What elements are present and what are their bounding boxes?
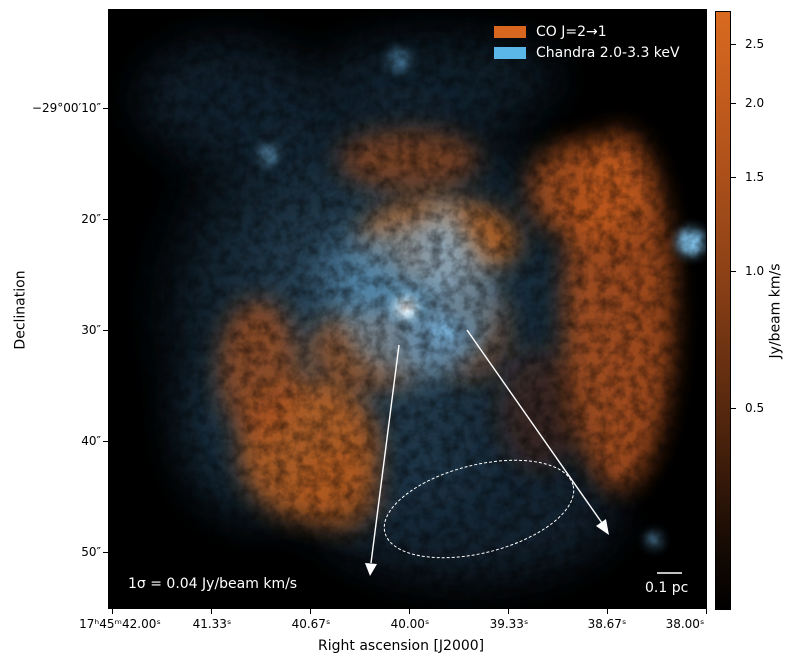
legend-label-chandra: Chandra 2.0-3.3 keV	[536, 45, 680, 61]
colorbar-tick-label-5: 0.5	[745, 401, 765, 415]
arrow-right-head	[596, 519, 609, 535]
colorbar-tick-label-1: 2.5	[745, 37, 765, 51]
legend-item-co: CO J=2→1	[494, 24, 607, 40]
colorbar-title: Jy/beam km/s	[767, 263, 784, 359]
arrow-left-head	[365, 563, 377, 576]
arrow-left	[370, 344, 400, 564]
sigma-annotation: 1σ = 0.04 Jy/beam km/s	[128, 576, 298, 592]
arrows	[365, 329, 609, 576]
x-axis-title: Right ascension [J2000]	[318, 638, 485, 654]
colorbar-tick-label-3: 1.5	[745, 170, 765, 184]
sky-image: CO J=2→1 Chandra 2.0-3.3 keV 1σ = 0.04 J…	[109, 10, 706, 608]
x-tick-label-5: 39.33ˢ	[489, 617, 529, 631]
legend-label-co: CO J=2→1	[536, 24, 607, 40]
sky-image-composite	[109, 10, 706, 608]
x-tick-label-1: 17ʰ45ᵐ42.00ˢ	[79, 617, 161, 631]
colorbar	[715, 11, 731, 610]
y-tick-label-1: −29°00′10″	[31, 101, 101, 115]
y-tick-label-3: 30″	[81, 323, 101, 337]
colorbar-tick-label-2: 2.0	[745, 96, 765, 110]
x-tick-label-7: 38.00ˢ	[665, 617, 705, 631]
y-tick-label-2: 20″	[81, 212, 101, 226]
x-tick-label-3: 40.67ˢ	[291, 617, 331, 631]
colorbar-tick-label-4: 1.0	[745, 264, 765, 278]
x-tick-label-2: 41.33ˢ	[192, 617, 232, 631]
y-tick-label-4: 40″	[81, 434, 101, 448]
y-axis-title: Declination	[12, 270, 29, 350]
dashed-ellipse	[383, 459, 575, 559]
x-tick-label-6: 38.67ˢ	[587, 617, 627, 631]
legend-swatch-co	[494, 26, 526, 38]
legend-item-chandra: Chandra 2.0-3.3 keV	[494, 45, 680, 61]
scale-bar-label: 0.1 pc	[645, 580, 689, 596]
x-tick-label-4: 40.00ˢ	[390, 617, 430, 631]
arrow-right	[466, 329, 603, 524]
legend-swatch-chandra	[494, 47, 526, 59]
y-tick-label-5: 50″	[81, 545, 101, 559]
